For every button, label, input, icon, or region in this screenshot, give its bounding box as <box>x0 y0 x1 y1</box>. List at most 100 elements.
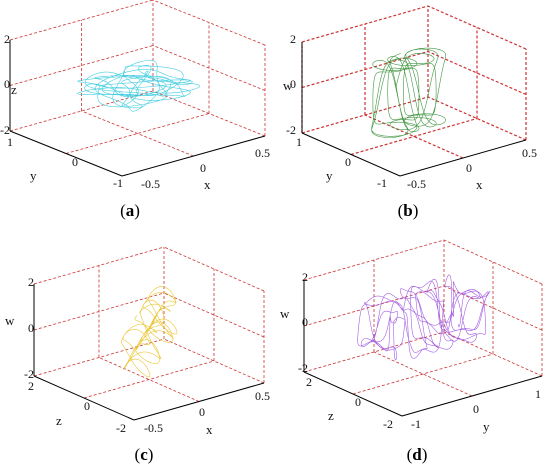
panel-c-right-axis-label: x <box>206 422 213 437</box>
panel-b-right-tick-3: 0.5 <box>522 146 537 160</box>
floor-grid-line <box>427 96 527 141</box>
panel-a-right-axis-label: x <box>204 177 211 192</box>
floor-grid-line <box>98 357 200 402</box>
panel-c-right-tick-3: 0.5 <box>255 389 270 403</box>
floor-grid-line <box>352 353 494 395</box>
panel-b-axes <box>301 42 527 177</box>
panel-b-vertical-axis-label: w <box>283 78 293 93</box>
right-axis-line <box>121 135 266 177</box>
right-wall-grid-line <box>443 285 543 331</box>
panel-a-right-tick-2: 0 <box>200 161 206 175</box>
panel-a-vertical-tick-mid: 0 <box>4 77 10 91</box>
trajectory-curve <box>357 274 491 361</box>
panel-c-left-tick-1: 2 <box>28 379 34 393</box>
panel-b-3d-plot: 2 0 -2 w 1 0 -1 y -0.5 0 0.5 x (b) <box>283 5 537 220</box>
trajectory-curve <box>77 60 201 112</box>
panel-a-vertical-axis-label: z <box>11 82 17 97</box>
left-axis-line <box>33 375 135 421</box>
panel-a-3d-plot: 2 0 -2 z 1 0 -1 y -0.5 0 0.5 x (a) <box>0 0 270 220</box>
panel-d-caption-letter: d <box>412 445 422 464</box>
panel-d-vertical-axis-label: w <box>280 306 290 321</box>
panel-d-axes <box>303 280 543 417</box>
panel-b-right-tick-1: -0.5 <box>407 177 426 191</box>
panel-d-vertical-tick-top: 2 <box>302 270 308 284</box>
panel-d-left-tick-2: 0 <box>355 395 361 409</box>
panel-b-vertical-tick-top: 2 <box>290 32 296 46</box>
panel-b-caption: (b) <box>398 201 419 220</box>
panel-d-left-axis-label: z <box>328 408 334 423</box>
panel-c-vertical-tick-mid: 0 <box>28 321 34 335</box>
panel-b-left-axis-label: y <box>326 168 333 183</box>
panel-b-left-tick-2: 0 <box>345 155 351 169</box>
panel-a-trajectory <box>77 60 201 112</box>
panel-a-vertical-tick-top: 2 <box>4 32 10 46</box>
panel-a-right-tick-3: 0.5 <box>255 146 270 160</box>
floor-grid-line <box>83 360 215 399</box>
panel-d-right-tick-2: 0 <box>473 402 479 416</box>
panel-c-vertical-tick-bottom: -2 <box>24 367 34 381</box>
back-wall-grid-line <box>303 239 445 281</box>
panel-a-caption-letter: a <box>126 201 135 220</box>
right-wall-grid-line <box>427 50 527 96</box>
panel-c-left-tick-3: -2 <box>116 421 126 435</box>
right-wall-grid-line <box>163 292 265 338</box>
right-axis-line <box>133 382 265 421</box>
floor-grid-line <box>81 110 194 157</box>
panel-c-right-tick-1: -0.5 <box>144 421 163 435</box>
panel-c-vertical-tick-top: 2 <box>28 275 34 289</box>
panel-d-right-tick-3: 1 <box>535 387 541 401</box>
panel-b-left-tick-3: -1 <box>377 176 387 190</box>
panel-b-grid <box>301 5 527 159</box>
panel-d-trajectory <box>357 274 491 361</box>
panel-c-grid <box>33 246 265 402</box>
floor-grid-line <box>364 114 464 159</box>
panel-d-left-tick-1: 2 <box>306 375 312 389</box>
back-wall-grid-line <box>33 292 165 331</box>
back-wall-grid-line <box>301 5 429 43</box>
panel-d-vertical-tick-mid: 0 <box>302 315 308 329</box>
panel-c-caption: (c) <box>135 445 154 464</box>
panel-a-grid <box>9 0 266 157</box>
panel-d-vertical-tick-bottom: -2 <box>298 361 308 375</box>
panel-a-vertical-tick-bottom: -2 <box>0 123 10 137</box>
panel-a-caption: (a) <box>120 201 140 220</box>
panel-c-trajectory <box>121 286 178 378</box>
floor-grid-line <box>373 351 473 397</box>
panel-b-right-tick-2: 0 <box>466 161 472 175</box>
panel-a-right-tick-1: -0.5 <box>141 177 160 191</box>
panel-d-right-axis-label: y <box>483 419 490 434</box>
right-wall-grid-line <box>152 45 266 91</box>
panel-d-grid <box>303 239 543 397</box>
panel-d-caption: (d) <box>407 445 428 464</box>
panel-d-3d-plot: 2 0 -2 w 2 0 -2 z -1 0 1 y (d) <box>280 239 543 464</box>
right-wall-grid-line <box>152 0 266 46</box>
panel-c-right-tick-2: 0 <box>199 405 205 419</box>
panel-c-left-axis-label: z <box>56 413 62 428</box>
trajectory-curve <box>371 47 446 138</box>
panel-b-vertical-tick-mid: 0 <box>290 77 296 91</box>
right-axis-line <box>401 375 543 417</box>
right-axis-line <box>399 139 527 177</box>
floor-grid-line <box>350 117 478 156</box>
panel-c-vertical-axis-label: w <box>5 313 15 328</box>
back-wall-grid-line <box>303 285 445 327</box>
panel-b-left-tick-1: 1 <box>296 135 302 149</box>
panel-b-trajectory <box>371 47 446 138</box>
left-axis-line <box>301 132 401 177</box>
back-wall-grid-line <box>301 50 429 89</box>
panel-c-caption-letter: c <box>140 445 148 464</box>
floor-grid-line <box>163 338 265 384</box>
back-wall-grid-line <box>33 246 165 285</box>
panel-d-right-tick-1: -1 <box>411 417 421 431</box>
panel-a-axes <box>9 40 266 177</box>
panel-d-left-tick-3: -2 <box>383 417 393 431</box>
panel-a-left-axis-label: y <box>30 168 37 183</box>
panel-a-left-tick-3: -1 <box>113 176 123 190</box>
panel-a-left-tick-1: 1 <box>7 135 13 149</box>
right-wall-grid-line <box>443 239 543 285</box>
panel-b-vertical-tick-bottom: -2 <box>286 123 296 137</box>
panel-b-caption-letter: b <box>403 201 412 220</box>
left-axis-line <box>303 371 403 417</box>
trajectory-curve <box>121 286 178 378</box>
